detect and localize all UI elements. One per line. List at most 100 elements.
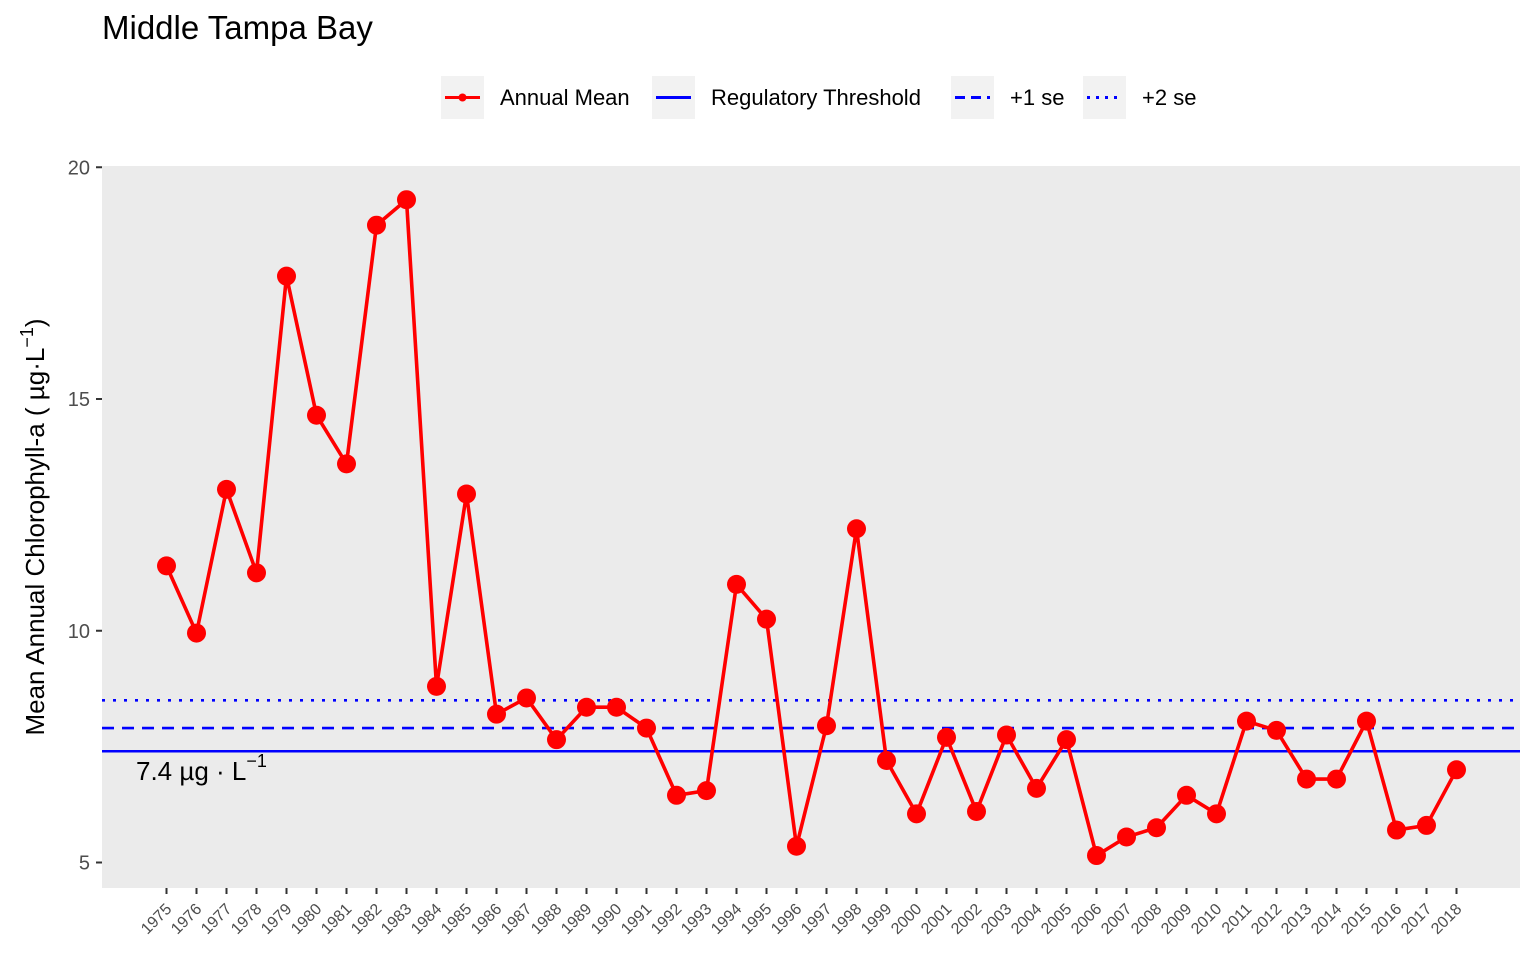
threshold-annotation: 7.4 µg · L−1 xyxy=(136,751,267,786)
x-tick-label: 1979 xyxy=(258,901,295,938)
x-tick-label: 1986 xyxy=(468,901,505,938)
data-point xyxy=(337,454,356,474)
data-point xyxy=(367,215,386,235)
x-axis: 1975197619771978197919801981198219831984… xyxy=(138,888,1465,938)
y-axis-title-sup: −1 xyxy=(17,327,37,348)
data-point xyxy=(697,781,716,801)
x-tick-label: 1977 xyxy=(198,901,235,938)
x-tick-label: 2006 xyxy=(1068,901,1105,938)
data-point xyxy=(517,688,536,708)
x-tick-label: 1984 xyxy=(408,901,445,938)
legend: Annual Mean Regulatory Threshold +1 se +2 s… xyxy=(441,76,1196,119)
x-tick-label: 1983 xyxy=(378,901,415,938)
data-point xyxy=(307,405,326,425)
x-tick-label: 2017 xyxy=(1398,901,1435,938)
data-point xyxy=(577,697,596,717)
x-tick-label: 1992 xyxy=(648,901,685,938)
legend-item: Regulatory Threshold xyxy=(652,76,921,119)
threshold-annotation-sup: −1 xyxy=(246,751,267,771)
legend-key-point xyxy=(458,93,467,102)
data-point xyxy=(607,697,626,717)
data-point xyxy=(1267,720,1286,740)
y-tick-label: 5 xyxy=(79,853,90,875)
y-axis-title-close: ) xyxy=(20,318,50,327)
x-tick-label: 1981 xyxy=(318,901,355,938)
x-tick-label: 2014 xyxy=(1308,901,1345,938)
x-tick-label: 1975 xyxy=(138,901,175,938)
data-point xyxy=(1147,818,1166,838)
data-point xyxy=(1177,785,1196,805)
x-tick-label: 2011 xyxy=(1219,901,1255,937)
data-point xyxy=(1057,730,1076,750)
x-tick-label: 1995 xyxy=(738,901,775,938)
data-point xyxy=(907,804,926,824)
y-tick-label: 20 xyxy=(68,157,90,179)
x-tick-label: 2009 xyxy=(1158,901,1195,938)
data-point xyxy=(1207,804,1226,824)
x-tick-label: 1976 xyxy=(168,901,205,938)
x-tick-label: 2007 xyxy=(1098,901,1135,938)
data-point xyxy=(427,676,446,696)
x-tick-label: 1997 xyxy=(798,901,835,938)
x-tick-label: 1996 xyxy=(768,901,805,938)
plot-panel xyxy=(102,166,1520,888)
legend-label: +1 se xyxy=(1010,85,1064,110)
data-point xyxy=(1327,769,1346,789)
data-point xyxy=(817,716,836,736)
data-point xyxy=(967,802,986,822)
data-points xyxy=(157,190,1466,866)
chart-title: Middle Tampa Bay xyxy=(102,9,373,46)
data-point xyxy=(547,730,566,750)
y-tick-label: 10 xyxy=(68,621,90,643)
data-point xyxy=(1297,769,1316,789)
data-point xyxy=(1027,778,1046,798)
x-tick-label: 1982 xyxy=(348,901,385,938)
x-tick-label: 2004 xyxy=(1008,901,1045,938)
x-tick-label: 2008 xyxy=(1128,901,1165,938)
legend-label: Regulatory Threshold xyxy=(711,85,921,110)
x-tick-label: 2013 xyxy=(1278,901,1315,938)
x-tick-label: 1985 xyxy=(438,901,475,938)
data-point xyxy=(397,190,416,210)
x-tick-label: 2001 xyxy=(918,901,955,938)
data-point xyxy=(1237,711,1256,731)
data-point xyxy=(757,609,776,629)
threshold-annotation-text: 7.4 µg · L xyxy=(136,756,246,786)
data-point xyxy=(877,751,896,771)
x-tick-label: 1999 xyxy=(858,901,895,938)
data-point xyxy=(667,785,686,805)
data-point xyxy=(727,574,746,594)
legend-item: +1 se xyxy=(951,76,1064,119)
data-point xyxy=(1087,846,1106,866)
data-point xyxy=(1387,820,1406,840)
y-axis: 5 10 15 20 xyxy=(68,157,102,875)
x-tick-label: 1990 xyxy=(588,901,625,938)
data-point xyxy=(787,836,806,856)
data-point xyxy=(997,725,1016,745)
data-point xyxy=(1357,711,1376,731)
x-tick-label: 2012 xyxy=(1248,901,1285,938)
legend-label: Annual Mean xyxy=(500,85,630,110)
x-tick-label: 2015 xyxy=(1338,901,1375,938)
legend-key xyxy=(1083,76,1126,119)
data-point xyxy=(1447,760,1466,780)
data-point xyxy=(217,479,236,499)
data-point xyxy=(637,718,656,738)
data-point xyxy=(1117,827,1136,847)
y-tick-label: 15 xyxy=(68,389,90,411)
data-point xyxy=(847,519,866,539)
legend-item: +2 se xyxy=(1083,76,1196,119)
x-tick-label: 1991 xyxy=(618,901,655,938)
x-tick-label: 1989 xyxy=(558,901,595,938)
x-tick-label: 2000 xyxy=(888,901,925,938)
x-tick-label: 2002 xyxy=(948,901,985,938)
x-tick-label: 2018 xyxy=(1428,901,1465,938)
x-tick-label: 1978 xyxy=(228,901,265,938)
x-tick-label: 1980 xyxy=(288,901,325,938)
data-point xyxy=(157,556,176,576)
legend-item: Annual Mean xyxy=(441,76,630,119)
y-axis-title: Mean Annual Chlorophyll-a ( µg·L−1) xyxy=(17,318,50,735)
x-tick-label: 1998 xyxy=(828,901,865,938)
data-point xyxy=(1417,815,1436,835)
